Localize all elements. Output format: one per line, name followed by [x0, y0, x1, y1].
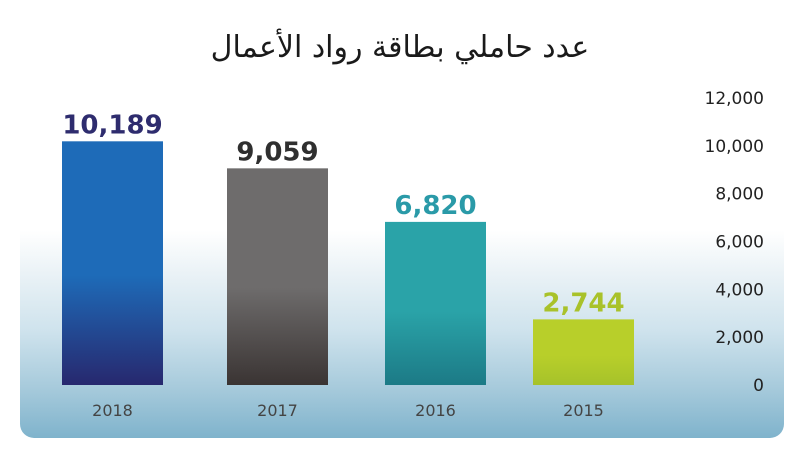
- y-tick-0: 0: [753, 376, 764, 396]
- x-tick-2018: 2018: [92, 401, 133, 420]
- y-tick-4000: 4,000: [715, 280, 764, 300]
- x-tick-2016: 2016: [415, 401, 456, 420]
- bar-2015: [533, 319, 634, 385]
- value-label-2018: 10,189: [62, 110, 162, 140]
- y-tick-6000: 6,000: [715, 233, 764, 253]
- bar-2017: [227, 168, 328, 385]
- y-tick-2000: 2,000: [715, 328, 764, 348]
- x-tick-2015: 2015: [563, 401, 604, 420]
- y-tick-12000: 12,000: [705, 89, 764, 109]
- bar-2018: [62, 141, 163, 385]
- y-tick-8000: 8,000: [715, 185, 764, 205]
- value-label-2015: 2,744: [542, 288, 624, 318]
- chart-title: عدد حاملي بطاقة رواد الأعمال: [210, 30, 590, 65]
- value-label-2016: 6,820: [394, 191, 476, 221]
- x-tick-2017: 2017: [257, 401, 298, 420]
- value-label-2017: 9,059: [236, 137, 318, 167]
- bar-2016: [385, 221, 486, 385]
- y-tick-10000: 10,000: [705, 137, 764, 157]
